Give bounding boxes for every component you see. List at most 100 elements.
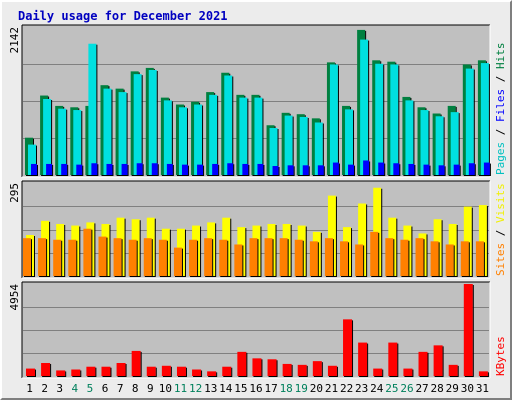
bar-sites-15: [234, 244, 244, 277]
bar-pages-9: [151, 163, 159, 176]
bar-sites-20: [309, 241, 319, 277]
bar-sites-31: [475, 241, 485, 277]
bar-pages-12: [197, 164, 205, 176]
x-tick-label-11: 11: [174, 382, 187, 395]
bar-pages-4: [76, 164, 84, 176]
bar-pages-29: [453, 164, 461, 176]
legend-item-visits: Visits: [494, 183, 507, 223]
x-tick-label-10: 10: [159, 382, 172, 395]
bar-pages-7: [121, 163, 129, 176]
legend-item-sites: Sites: [494, 243, 507, 276]
bar-sites-24: [370, 231, 380, 277]
bar-sites-22: [340, 241, 350, 277]
bar-kbytes-10: [161, 365, 172, 377]
bar-sites-7: [113, 238, 123, 277]
bar-kbytes-30: [463, 284, 474, 377]
x-tick-label-3: 3: [56, 382, 63, 395]
bar-pages-23: [363, 160, 371, 176]
x-tick-label-17: 17: [264, 382, 277, 395]
bar-kbytes-16: [252, 358, 263, 377]
bar-kbytes-1: [26, 368, 36, 377]
bar-sites-10: [158, 239, 168, 277]
bar-pages-16: [257, 163, 265, 176]
bar-kbytes-28: [433, 345, 444, 377]
x-tick-label-24: 24: [370, 382, 384, 395]
bar-files-21: [329, 64, 339, 176]
bar-files-31: [480, 63, 490, 176]
chart-panels: 2142 Pages / Files / Hits 295 Sites / Visit…: [8, 24, 507, 379]
bar-kbytes-31: [478, 371, 489, 377]
bar-kbytes-2: [41, 363, 52, 377]
bar-pages-19: [302, 165, 310, 176]
x-tick-label-7: 7: [117, 382, 124, 395]
x-tick-label-19: 19: [295, 382, 308, 395]
x-tick-label-16: 16: [249, 382, 262, 395]
bar-kbytes-6: [101, 366, 112, 377]
x-tick-label-2: 2: [41, 382, 48, 395]
bar-pages-13: [212, 163, 220, 176]
bar-sites-2: [38, 238, 48, 277]
bar-kbytes-7: [116, 363, 127, 377]
bar-sites-29: [445, 244, 455, 277]
x-tick-label-20: 20: [310, 382, 323, 395]
bar-pages-17: [272, 166, 280, 176]
bar-pages-1: [31, 163, 38, 176]
legend-item-files: Files: [494, 89, 507, 122]
bar-kbytes-26: [403, 368, 414, 377]
x-tick-label-29: 29: [446, 382, 459, 395]
bar-kbytes-25: [388, 342, 399, 377]
legend-item-kbytes: KBytes: [494, 336, 507, 376]
bar-pages-18: [287, 165, 295, 176]
bar-kbytes-14: [222, 366, 233, 377]
bar-files-14: [224, 75, 234, 176]
x-tick-label-1: 1: [26, 382, 33, 395]
bar-kbytes-5: [86, 366, 97, 377]
panel-kbytes: 4954 KBytes: [8, 281, 507, 379]
bar-kbytes-21: [327, 365, 338, 377]
bar-sites-23: [355, 244, 365, 277]
bar-pages-27: [423, 164, 431, 176]
x-tick-label-5: 5: [87, 382, 94, 395]
bar-sites-25: [385, 238, 395, 277]
bar-sites-6: [98, 236, 108, 277]
bar-kbytes-19: [297, 364, 308, 377]
bar-sites-4: [68, 239, 78, 277]
bar-files-13: [209, 94, 219, 176]
bar-kbytes-3: [56, 370, 67, 377]
bar-pages-6: [106, 163, 114, 176]
x-tick-label-8: 8: [132, 382, 139, 395]
bar-sites-1: [23, 238, 32, 277]
bar-pages-20: [317, 165, 325, 176]
bar-kbytes-4: [71, 369, 82, 377]
bar-pages-11: [181, 164, 189, 176]
bar-pages-22: [348, 164, 356, 176]
bar-files-24: [375, 63, 385, 176]
bar-pages-10: [166, 163, 174, 176]
bar-kbytes-22: [343, 319, 354, 377]
x-tick-label-23: 23: [355, 382, 368, 395]
legend-separator: /: [494, 122, 507, 142]
legend-visits-sites: Sites / Visits: [494, 183, 507, 276]
bar-files-8: [133, 74, 143, 176]
bar-files-9: [148, 69, 158, 176]
x-tick-label-22: 22: [340, 382, 353, 395]
bar-sites-18: [279, 238, 289, 277]
bar-pages-14: [227, 163, 235, 176]
bar-pages-25: [393, 163, 401, 176]
bar-files-30: [465, 68, 475, 176]
bar-pages-30: [468, 163, 476, 176]
x-tick-label-4: 4: [72, 382, 79, 395]
bar-pages-3: [61, 163, 69, 176]
bar-sites-11: [173, 247, 183, 277]
x-tick-label-31: 31: [476, 382, 489, 395]
x-tick-label-25: 25: [385, 382, 398, 395]
legend-separator: /: [494, 223, 507, 243]
bar-kbytes-27: [418, 351, 429, 377]
chart-title: Daily usage for December 2021: [18, 9, 228, 23]
bar-kbytes-11: [176, 366, 187, 377]
bar-kbytes-23: [358, 342, 369, 377]
bar-sites-12: [189, 239, 199, 277]
y-axis-max-label: 295: [8, 183, 21, 203]
panel-hits-files-pages: 2142 Pages / Files / Hits: [8, 24, 507, 178]
bar-kbytes-12: [192, 369, 203, 377]
